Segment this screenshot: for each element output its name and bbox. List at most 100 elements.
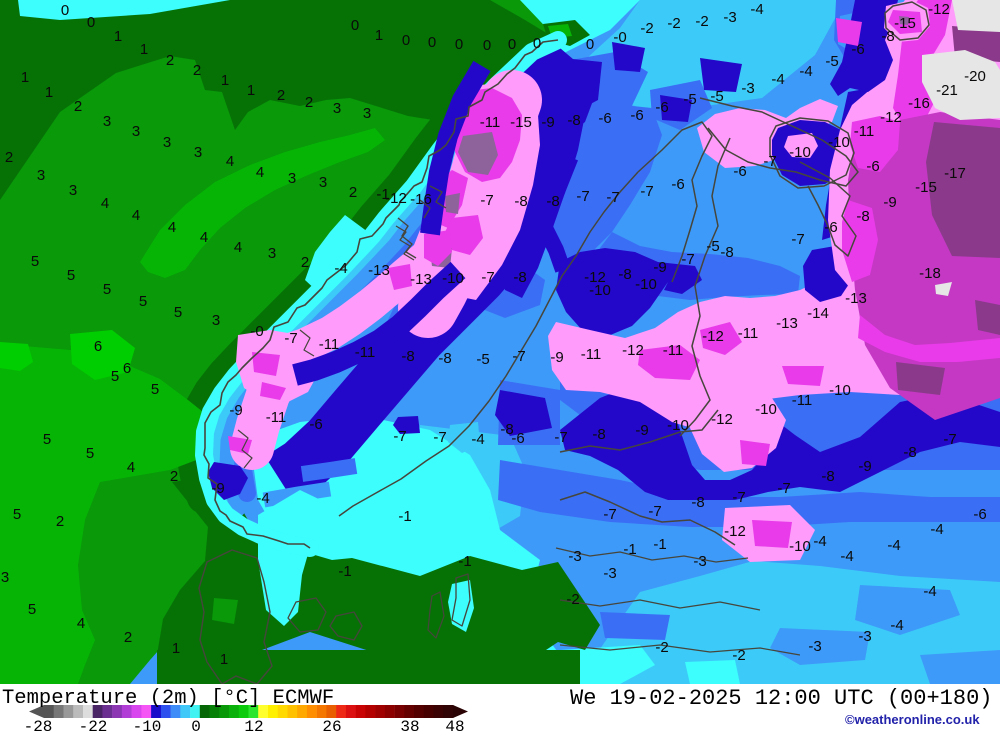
- svg-text:2: 2: [305, 94, 313, 111]
- svg-text:-7: -7: [284, 330, 297, 347]
- svg-text:-6: -6: [866, 158, 879, 175]
- svg-text:12: 12: [244, 718, 263, 733]
- svg-text:-10: -10: [755, 401, 777, 418]
- svg-text:We 19-02-2025 12:00 UTC (00+18: We 19-02-2025 12:00 UTC (00+180): [570, 686, 992, 711]
- svg-text:-12: -12: [385, 190, 407, 207]
- svg-text:3: 3: [163, 134, 171, 151]
- svg-text:5: 5: [13, 506, 21, 523]
- svg-text:3: 3: [37, 167, 45, 184]
- svg-text:5: 5: [103, 281, 111, 298]
- svg-text:-8: -8: [401, 348, 414, 365]
- svg-text:-6: -6: [511, 430, 524, 447]
- svg-text:-21: -21: [936, 82, 958, 99]
- svg-text:-2: -2: [566, 591, 579, 608]
- svg-text:-6: -6: [630, 107, 643, 124]
- svg-text:-9: -9: [858, 458, 871, 475]
- svg-text:-8: -8: [720, 244, 733, 261]
- svg-text:48: 48: [445, 718, 464, 733]
- svg-text:-2: -2: [655, 639, 668, 656]
- svg-text:-14: -14: [807, 305, 829, 322]
- svg-text:-8: -8: [618, 266, 631, 283]
- svg-text:-7: -7: [732, 489, 745, 506]
- svg-text:5: 5: [31, 253, 39, 270]
- svg-text:4: 4: [101, 195, 109, 212]
- svg-text:-4: -4: [256, 490, 269, 507]
- svg-text:-11: -11: [581, 346, 602, 363]
- svg-text:0: 0: [533, 35, 541, 52]
- svg-text:-5: -5: [710, 88, 723, 105]
- svg-text:4: 4: [226, 153, 234, 170]
- svg-text:-10: -10: [442, 270, 464, 287]
- svg-text:-7: -7: [393, 428, 406, 445]
- svg-text:-8: -8: [546, 193, 559, 210]
- svg-text:2: 2: [166, 52, 174, 69]
- svg-text:-5: -5: [825, 53, 838, 70]
- svg-text:-2: -2: [695, 13, 708, 30]
- svg-text:-3: -3: [723, 9, 736, 26]
- svg-text:3: 3: [268, 245, 276, 262]
- svg-text:5: 5: [139, 293, 147, 310]
- svg-text:3: 3: [69, 182, 77, 199]
- svg-text:-1: -1: [338, 563, 351, 580]
- svg-text:-5: -5: [683, 91, 696, 108]
- svg-text:-2: -2: [732, 647, 745, 664]
- svg-text:3: 3: [1, 569, 9, 586]
- svg-text:1: 1: [140, 41, 148, 58]
- svg-text:4: 4: [234, 239, 242, 256]
- svg-text:-10: -10: [635, 276, 657, 293]
- svg-text:3: 3: [363, 105, 371, 122]
- svg-text:1: 1: [220, 651, 228, 668]
- svg-text:-15: -15: [894, 15, 916, 32]
- svg-text:2: 2: [56, 513, 64, 530]
- svg-text:-8: -8: [514, 193, 527, 210]
- svg-text:-12: -12: [724, 523, 746, 540]
- svg-text:3: 3: [132, 123, 140, 140]
- svg-text:-6: -6: [671, 176, 684, 193]
- svg-text:-13: -13: [776, 315, 798, 332]
- svg-text:-8: -8: [513, 269, 526, 286]
- svg-text:0: 0: [351, 17, 359, 34]
- svg-text:6: 6: [94, 338, 102, 355]
- svg-text:-3: -3: [603, 565, 616, 582]
- svg-text:3: 3: [333, 100, 341, 117]
- svg-text:2: 2: [74, 98, 82, 115]
- svg-text:0: 0: [191, 718, 201, 733]
- svg-text:-12: -12: [711, 411, 733, 428]
- svg-text:2: 2: [349, 184, 357, 201]
- svg-text:-8: -8: [500, 421, 513, 438]
- svg-text:1: 1: [45, 84, 53, 101]
- svg-text:-8: -8: [856, 208, 869, 225]
- svg-text:1: 1: [172, 640, 180, 657]
- svg-text:-8: -8: [821, 468, 834, 485]
- svg-text:1: 1: [21, 69, 29, 86]
- svg-text:0: 0: [402, 32, 410, 49]
- svg-text:-5: -5: [476, 351, 489, 368]
- svg-text:-3: -3: [808, 638, 821, 655]
- svg-text:4: 4: [256, 164, 264, 181]
- svg-text:-9: -9: [883, 194, 896, 211]
- svg-text:1: 1: [375, 27, 383, 44]
- svg-text:1: 1: [221, 72, 229, 89]
- svg-text:-8: -8: [592, 426, 605, 443]
- svg-text:-11: -11: [266, 409, 287, 426]
- svg-text:-22: -22: [79, 718, 108, 733]
- svg-text:-11: -11: [319, 336, 340, 353]
- svg-text:-6: -6: [824, 219, 837, 236]
- svg-text:-7: -7: [603, 506, 616, 523]
- svg-text:0: 0: [61, 2, 69, 19]
- svg-text:5: 5: [43, 431, 51, 448]
- svg-text:-9: -9: [211, 480, 224, 497]
- svg-text:-20: -20: [964, 68, 986, 85]
- svg-text:-11: -11: [355, 344, 376, 361]
- svg-text:-3: -3: [741, 80, 754, 97]
- svg-text:-15: -15: [915, 179, 937, 196]
- svg-text:-10: -10: [789, 144, 811, 161]
- svg-text:-13: -13: [845, 290, 867, 307]
- svg-text:4: 4: [200, 229, 208, 246]
- svg-text:-4: -4: [923, 583, 936, 600]
- svg-text:-4: -4: [930, 521, 943, 538]
- svg-text:-12: -12: [622, 342, 644, 359]
- svg-text:3: 3: [288, 170, 296, 187]
- svg-text:-7: -7: [777, 480, 790, 497]
- svg-text:2: 2: [170, 468, 178, 485]
